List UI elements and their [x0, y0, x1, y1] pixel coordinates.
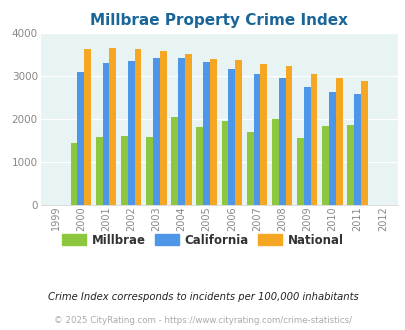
Bar: [296, 138, 303, 205]
Bar: [102, 63, 109, 205]
Bar: [347, 125, 353, 205]
Bar: [310, 74, 317, 205]
Bar: [278, 79, 285, 205]
Bar: [246, 132, 253, 205]
Bar: [353, 94, 360, 205]
Bar: [134, 49, 141, 205]
Bar: [84, 49, 91, 205]
Bar: [77, 72, 84, 205]
Bar: [146, 137, 153, 205]
Bar: [221, 120, 228, 205]
Bar: [121, 136, 128, 205]
Bar: [228, 69, 234, 205]
Bar: [96, 137, 102, 205]
Bar: [234, 60, 241, 205]
Text: © 2025 CityRating.com - https://www.cityrating.com/crime-statistics/: © 2025 CityRating.com - https://www.city…: [54, 315, 351, 325]
Bar: [260, 64, 266, 205]
Bar: [153, 58, 159, 205]
Legend: Millbrae, California, National: Millbrae, California, National: [57, 229, 348, 251]
Bar: [285, 66, 292, 205]
Bar: [253, 74, 260, 205]
Bar: [209, 59, 216, 205]
Bar: [303, 87, 310, 205]
Bar: [322, 126, 328, 205]
Bar: [109, 48, 116, 205]
Bar: [196, 126, 203, 205]
Bar: [159, 51, 166, 205]
Bar: [328, 92, 335, 205]
Bar: [70, 143, 77, 205]
Text: Crime Index corresponds to incidents per 100,000 inhabitants: Crime Index corresponds to incidents per…: [47, 292, 358, 302]
Bar: [203, 62, 209, 205]
Bar: [335, 78, 342, 205]
Bar: [171, 117, 178, 205]
Bar: [178, 58, 184, 205]
Bar: [128, 61, 134, 205]
Bar: [271, 119, 278, 205]
Bar: [360, 81, 367, 205]
Bar: [184, 54, 191, 205]
Title: Millbrae Property Crime Index: Millbrae Property Crime Index: [90, 13, 347, 28]
